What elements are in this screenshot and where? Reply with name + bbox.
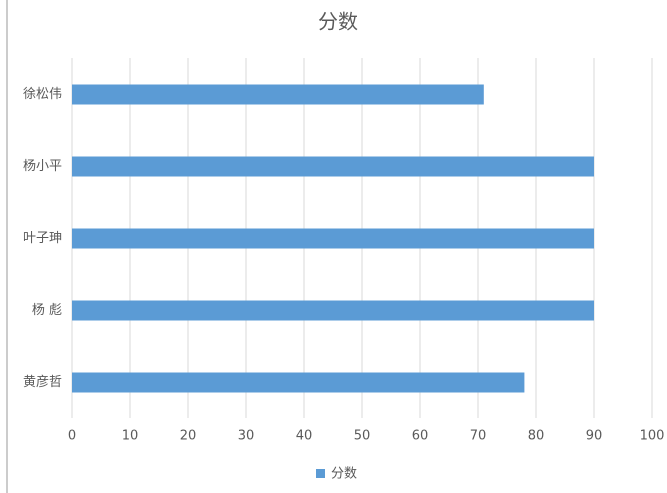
bar — [72, 228, 594, 249]
x-tick-label: 80 — [528, 429, 545, 444]
y-tick-label: 黄彦哲 — [23, 374, 62, 390]
y-tick-label: 杨小平 — [23, 159, 62, 174]
y-tick-label: 徐松伟 — [23, 87, 62, 102]
x-tick-label: 90 — [586, 429, 603, 444]
x-tick-label: 30 — [238, 429, 255, 444]
x-tick-label: 60 — [412, 429, 429, 444]
y-tick-label: 叶子珅 — [23, 231, 62, 246]
bar — [72, 372, 525, 393]
x-tick-label: 20 — [180, 429, 197, 444]
bar — [72, 84, 484, 105]
x-tick-label: 50 — [354, 429, 371, 444]
bar — [72, 156, 594, 177]
x-tick-label: 0 — [68, 429, 76, 444]
x-tick-label: 100 — [640, 429, 665, 444]
y-tick-label: 杨 彪 — [32, 303, 62, 318]
x-tick-label: 10 — [122, 429, 139, 444]
legend-label: 分数 — [331, 467, 357, 482]
legend-swatch — [316, 469, 325, 478]
x-tick-label: 70 — [470, 429, 487, 444]
chart-title: 分数 — [318, 10, 358, 34]
bar — [72, 300, 594, 321]
x-tick-label: 40 — [296, 429, 313, 444]
